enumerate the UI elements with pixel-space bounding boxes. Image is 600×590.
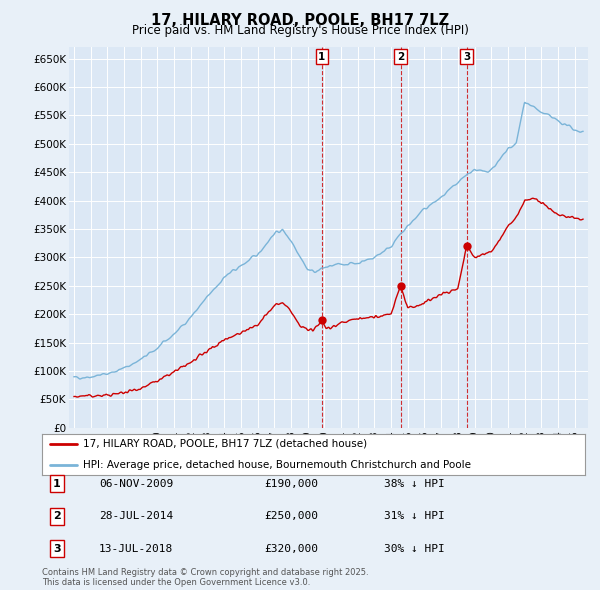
- Text: 28-JUL-2014: 28-JUL-2014: [99, 512, 173, 521]
- Text: Contains HM Land Registry data © Crown copyright and database right 2025.
This d: Contains HM Land Registry data © Crown c…: [42, 568, 368, 587]
- Text: 3: 3: [53, 544, 61, 553]
- Text: £320,000: £320,000: [264, 544, 318, 553]
- Text: 2: 2: [53, 512, 61, 521]
- Text: 06-NOV-2009: 06-NOV-2009: [99, 479, 173, 489]
- Text: 31% ↓ HPI: 31% ↓ HPI: [384, 512, 445, 521]
- Text: 17, HILARY ROAD, POOLE, BH17 7LZ: 17, HILARY ROAD, POOLE, BH17 7LZ: [151, 13, 449, 28]
- Text: 1: 1: [318, 52, 325, 62]
- Text: 17, HILARY ROAD, POOLE, BH17 7LZ (detached house): 17, HILARY ROAD, POOLE, BH17 7LZ (detach…: [83, 439, 367, 449]
- Text: HPI: Average price, detached house, Bournemouth Christchurch and Poole: HPI: Average price, detached house, Bour…: [83, 460, 471, 470]
- Text: 38% ↓ HPI: 38% ↓ HPI: [384, 479, 445, 489]
- Text: £190,000: £190,000: [264, 479, 318, 489]
- Text: £250,000: £250,000: [264, 512, 318, 521]
- Text: 3: 3: [463, 52, 470, 62]
- Text: 30% ↓ HPI: 30% ↓ HPI: [384, 544, 445, 553]
- Text: 1: 1: [53, 479, 61, 489]
- Text: 2: 2: [397, 52, 404, 62]
- Text: 13-JUL-2018: 13-JUL-2018: [99, 544, 173, 553]
- Text: Price paid vs. HM Land Registry's House Price Index (HPI): Price paid vs. HM Land Registry's House …: [131, 24, 469, 37]
